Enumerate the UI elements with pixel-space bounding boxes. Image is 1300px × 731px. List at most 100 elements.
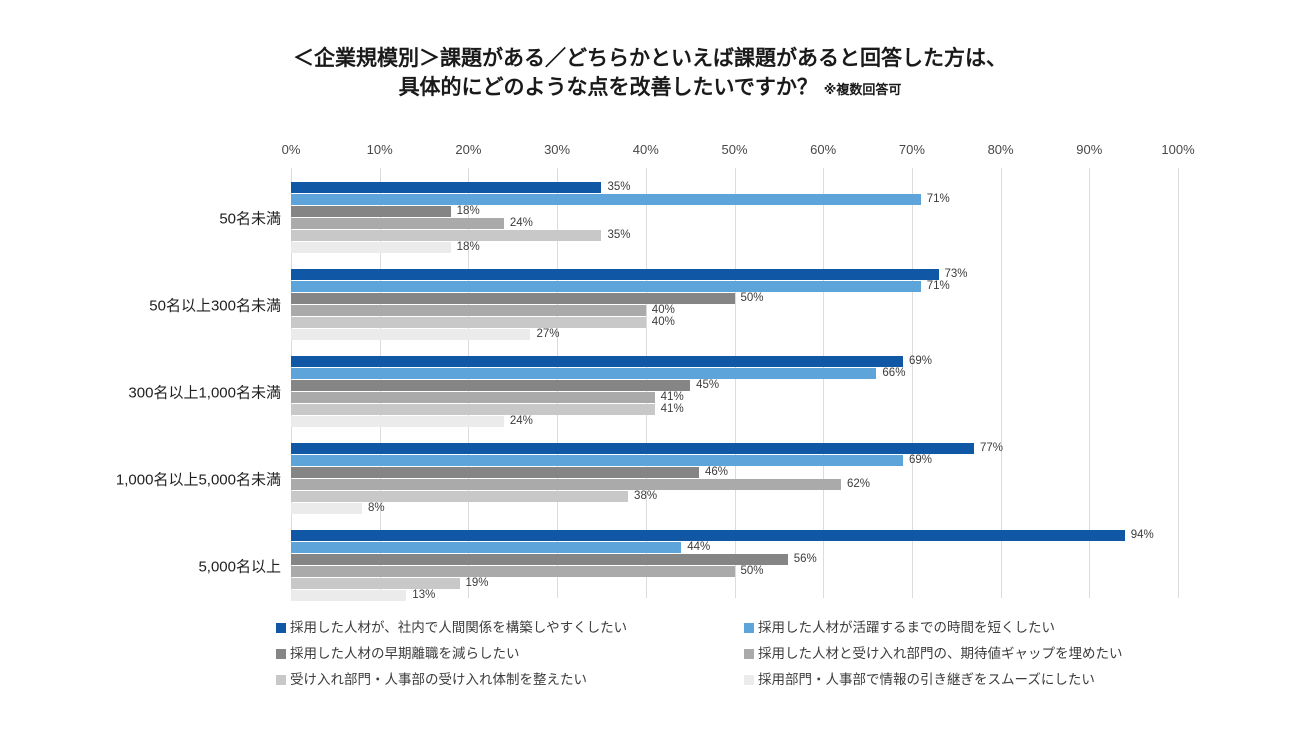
gridline-90%: [1089, 168, 1091, 598]
x-axis-tick-label: 20%: [455, 142, 482, 157]
bar-value-label: 56%: [793, 553, 817, 565]
bar-series3-cat2: [291, 293, 735, 304]
x-axis-tick-label: 90%: [1076, 142, 1103, 157]
bar-value-label: 19%: [465, 577, 489, 589]
x-axis-tick-label: 30%: [544, 142, 571, 157]
bar-series4-cat5: [291, 566, 735, 577]
legend-item-label: 採用部門・人事部で情報の引き継ぎをスムーズにしたい: [758, 672, 1095, 687]
bar-value-label: 35%: [607, 181, 631, 193]
bar-value-label: 38%: [634, 490, 658, 502]
chart-title: ＜企業規模別＞課題がある／どちらかといえば課題があると回答した方は、 具体的にど…: [0, 44, 1300, 104]
bar-series6-cat3: [291, 416, 504, 427]
legend-item-series2: 採用した人材が活躍するまでの時間を短くしたい: [744, 616, 1055, 636]
bar-series1-cat2: [291, 269, 939, 280]
bar-value-label: 40%: [651, 304, 675, 316]
bar-series3-cat4: [291, 467, 700, 478]
bar-value-label: 46%: [705, 466, 729, 478]
bar-series1-cat4: [291, 443, 974, 454]
bar-value-label: 24%: [509, 217, 533, 229]
category-label: 300名以上1,000名未満: [128, 384, 281, 401]
legend-item-label: 採用した人材と受け入れ部門の、期待値ギャップを埋めたい: [758, 646, 1123, 661]
bar-series2-cat2: [291, 281, 921, 292]
legend-item-label: 採用した人材が活躍するまでの時間を短くしたい: [758, 620, 1055, 635]
legend-item-series1: 採用した人材が、社内で人間関係を構築しやすくしたい: [276, 616, 627, 636]
bar-series6-cat1: [291, 242, 451, 253]
bar-value-label: 94%: [1130, 529, 1154, 541]
category-label: 1,000名以上5,000名未満: [115, 471, 281, 488]
bar-value-label: 73%: [944, 268, 968, 280]
bar-series5-cat1: [291, 230, 602, 241]
chart-title-line1: ＜企業規模別＞課題がある／どちらかといえば課題があると回答した方は、: [293, 47, 1007, 70]
bar-value-label: 41%: [660, 391, 684, 403]
gridline-70%: [911, 168, 913, 598]
bar-series5-cat4: [291, 491, 629, 502]
x-axis-tick-label: 80%: [987, 142, 1014, 157]
bar-series6-cat2: [291, 329, 531, 340]
bar-series3-cat1: [291, 206, 451, 217]
bar-series4-cat3: [291, 392, 655, 403]
x-axis-tick-label: 100%: [1161, 142, 1195, 157]
bar-series1-cat5: [291, 530, 1125, 541]
bar-value-label: 41%: [660, 403, 684, 415]
bar-series5-cat3: [291, 404, 655, 415]
bar-series3-cat3: [291, 380, 691, 391]
bar-value-label: 66%: [882, 367, 906, 379]
bar-value-label: 50%: [740, 292, 764, 304]
legend-swatch-icon: [276, 649, 286, 659]
bar-series3-cat5: [291, 554, 788, 565]
category-label: 5,000名以上: [198, 558, 281, 575]
x-axis-tick-label: 40%: [632, 142, 659, 157]
legend-item-label: 採用した人材の早期離職を減らしたい: [290, 646, 520, 661]
bar-value-label: 18%: [456, 205, 480, 217]
x-axis-tick-label: 70%: [898, 142, 925, 157]
bar-value-label: 45%: [696, 379, 720, 391]
bar-value-label: 62%: [846, 478, 870, 490]
bar-value-label: 77%: [979, 442, 1004, 454]
x-axis-tick-label: 60%: [810, 142, 837, 157]
legend-item-series6: 採用部門・人事部で情報の引き継ぎをスムーズにしたい: [744, 668, 1095, 688]
bar-value-label: 69%: [909, 454, 933, 466]
legend-swatch-icon: [744, 649, 754, 659]
bar-series1-cat1: [291, 182, 602, 193]
bar-series6-cat4: [291, 503, 362, 514]
category-label: 50名以上300名未満: [149, 297, 281, 314]
chart-title-line2: 具体的にどのような点を改善したいですか？: [398, 76, 818, 99]
bar-value-label: 18%: [456, 241, 480, 253]
legend-item-series4: 採用した人材と受け入れ部門の、期待値ギャップを埋めたい: [744, 642, 1123, 662]
bar-value-label: 27%: [536, 328, 560, 340]
category-label: 50名未満: [219, 210, 281, 227]
bar-value-label: 50%: [740, 565, 764, 577]
x-axis-tick-label: 0%: [281, 142, 301, 157]
chart-title-note: ※複数回答可: [823, 82, 902, 97]
bar-series1-cat3: [291, 356, 904, 367]
gridline-100%: [1178, 168, 1179, 598]
legend-swatch-icon: [276, 623, 286, 633]
bar-series2-cat3: [291, 368, 877, 379]
x-axis-tick-label: 10%: [366, 142, 393, 157]
legend-swatch-icon: [744, 675, 754, 685]
gridline-50%: [734, 168, 736, 598]
bar-series5-cat5: [291, 578, 460, 589]
gridline-60%: [823, 168, 825, 598]
bar-value-label: 69%: [909, 355, 933, 367]
bar-series4-cat2: [291, 305, 646, 316]
legend-swatch-icon: [744, 623, 754, 633]
bar-series4-cat4: [291, 479, 841, 490]
legend-item-label: 採用した人材が、社内で人間関係を構築しやすくしたい: [290, 620, 628, 635]
bar-series2-cat5: [291, 542, 682, 553]
gridline-80%: [1000, 168, 1002, 598]
bar-series5-cat2: [291, 317, 646, 328]
bar-series2-cat4: [291, 455, 904, 466]
bar-value-label: 13%: [412, 589, 436, 601]
x-axis-tick-label: 50%: [721, 142, 748, 157]
legend-item-label: 受け入れ部門・人事部の受け入れ体制を整えたい: [290, 672, 587, 687]
bar-value-label: 24%: [509, 415, 533, 427]
bar-value-label: 8%: [367, 502, 385, 514]
legend-item-series5: 受け入れ部門・人事部の受け入れ体制を整えたい: [276, 668, 587, 688]
bar-value-label: 71%: [926, 280, 950, 292]
bar-value-label: 71%: [926, 193, 950, 205]
bar-series6-cat5: [291, 590, 407, 601]
bar-value-label: 40%: [651, 316, 675, 328]
